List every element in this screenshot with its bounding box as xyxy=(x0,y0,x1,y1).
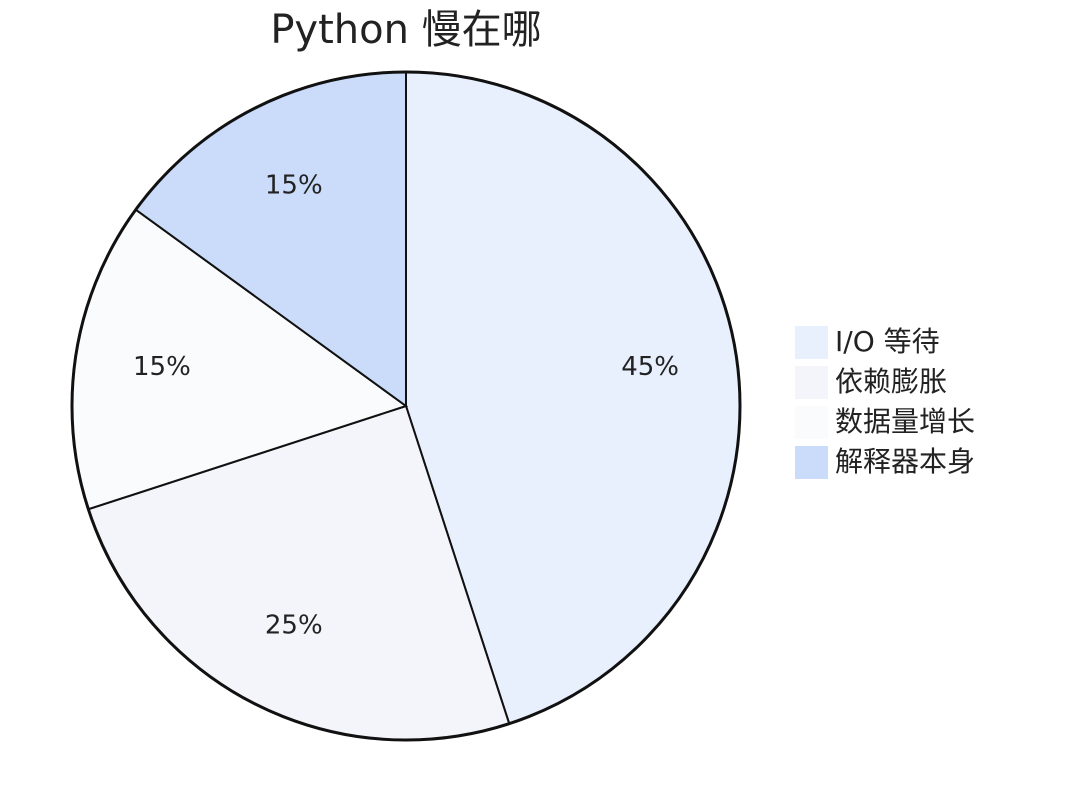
legend-swatch xyxy=(795,326,828,359)
legend-swatch xyxy=(795,406,828,439)
legend-label: 数据量增长 xyxy=(835,405,975,438)
legend-label: I/O 等待 xyxy=(835,325,940,358)
pie-outline xyxy=(70,70,742,742)
legend-label: 解释器本身 xyxy=(835,445,975,478)
chart-title: Python 慢在哪 xyxy=(270,7,541,53)
slice-label: 15% xyxy=(133,352,191,382)
legend-swatch xyxy=(795,366,828,399)
slice-label: 25% xyxy=(265,611,323,641)
legend-swatch xyxy=(795,446,828,479)
slice-label: 15% xyxy=(265,170,323,200)
slice-label: 45% xyxy=(621,352,679,382)
legend-label: 依赖膨胀 xyxy=(835,365,947,398)
